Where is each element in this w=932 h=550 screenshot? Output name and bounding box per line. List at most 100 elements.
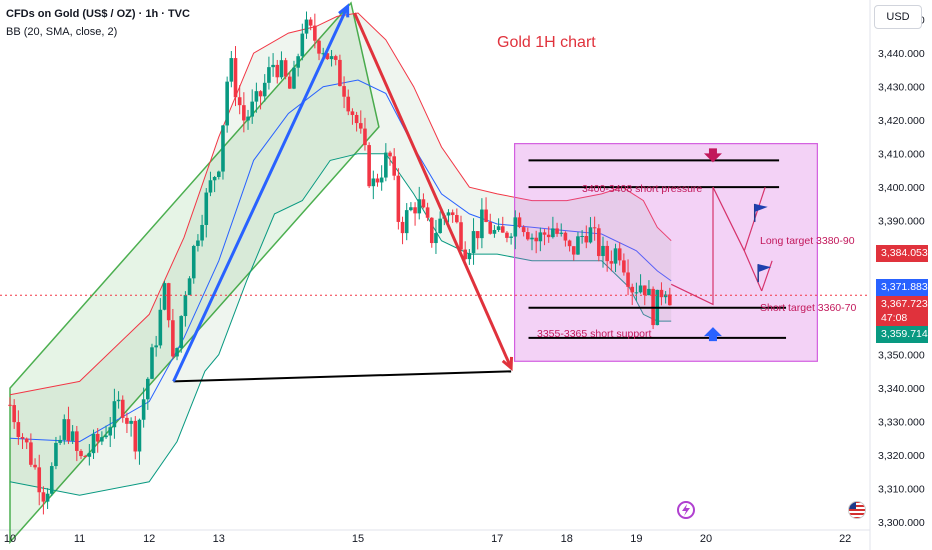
candle-body [567,240,572,247]
candle-body [484,209,488,222]
candle-body [283,60,288,77]
candle-body [605,245,609,262]
candle-body [300,33,305,57]
candle-body [254,91,259,102]
candle-body [588,227,593,243]
candle-body [333,56,338,60]
trade-range-box [513,143,818,362]
candle-body [229,58,234,82]
candle-body [609,261,614,264]
y-tick-label: 3,390.000 [878,216,925,228]
candle-body [630,286,635,293]
candle-body [446,212,451,216]
candle-body [221,125,225,172]
support-up-arrow-icon [703,327,722,342]
candle-body [455,215,459,223]
y-tick-label: 3,350.000 [878,350,925,362]
candle-body [158,309,163,346]
candle-body [233,58,238,98]
x-tick-label: 17 [491,533,503,545]
candle-body [513,217,518,237]
blue-uptrend-arrow-head [338,3,350,18]
candle-body [212,176,217,181]
lightning-icon[interactable] [677,501,695,519]
candle-body [313,25,317,41]
us-flag-icon[interactable] [848,501,866,519]
candle-body [563,232,568,241]
candle-body [166,283,171,321]
candle-body [467,253,472,260]
x-tick-label: 22 [839,533,851,545]
indicator-label[interactable]: BB (20, SMA, close, 2) [6,26,118,38]
y-tick-label: 3,440.000 [878,48,925,60]
candle-body [16,422,21,437]
candle-body [371,178,376,187]
y-tick-label: 3,410.000 [878,149,925,161]
candle-body [49,466,54,494]
candle-body [20,436,25,439]
candle-body [37,467,42,493]
candle-body [91,433,96,454]
candle-body [137,419,142,452]
candle-body [267,67,271,83]
candle-body [208,180,213,193]
y-tick-label: 3,420.000 [878,115,925,127]
candle-body [171,320,175,357]
candle-body [29,442,33,465]
candle-body [438,218,442,234]
candle-body [413,207,417,214]
x-tick-label: 11 [74,533,85,545]
currency-button[interactable]: USD [874,5,922,29]
candle-body [250,101,255,117]
candle-body [546,234,551,238]
candle-body [463,249,467,260]
price-badge-middle: 3,371.883 [876,279,928,296]
current-price-value: 3,367.723 [881,298,928,310]
candle-body [108,427,113,436]
candle-body [271,64,275,68]
candle-body [58,439,62,443]
candle-body [83,456,87,458]
candle-body [112,401,117,428]
symbol-title[interactable]: CFDs on Gold (US$ / OZ) · 1h · TVC [6,8,190,20]
candle-body [597,228,601,257]
red-downtrend-arrow [353,12,513,369]
candle-body [505,232,509,238]
candle-body [626,272,630,287]
candle-body [492,230,497,234]
candle-body [292,67,296,89]
candle-body [592,227,597,229]
y-tick-label: 3,300.000 [878,517,925,529]
candle-body [146,378,150,400]
candle-body [187,278,192,296]
candle-body [321,53,325,55]
candle-body [183,295,188,317]
candle-body [534,237,538,242]
candle-body [509,236,513,238]
x-tick-label: 13 [213,533,225,545]
candle-body [421,199,426,208]
candle-body [617,248,622,261]
candle-body [417,199,422,214]
candle-body [287,76,292,89]
price-badge-upper-value: 3,384.053 [881,247,928,259]
pressure-down-arrow-icon [703,148,722,163]
candle-body [555,228,559,234]
candle-body [242,105,246,121]
candle-body [601,245,605,257]
candle-body [33,464,37,468]
bollinger-upper [9,12,672,396]
candle-countdown: 47:08 [881,312,908,324]
candle-body [325,53,330,60]
price-badge-lower-value: 3,359.714 [881,328,928,340]
candle-body [346,96,351,112]
candle-body [517,217,522,228]
candle-body [480,209,484,239]
candle-body [404,210,409,234]
y-tick-label: 3,400.000 [878,182,925,194]
swing-low-line [173,370,512,383]
scenario-branch-short [761,260,773,292]
candle-body [363,128,367,146]
candle-body [471,231,476,254]
